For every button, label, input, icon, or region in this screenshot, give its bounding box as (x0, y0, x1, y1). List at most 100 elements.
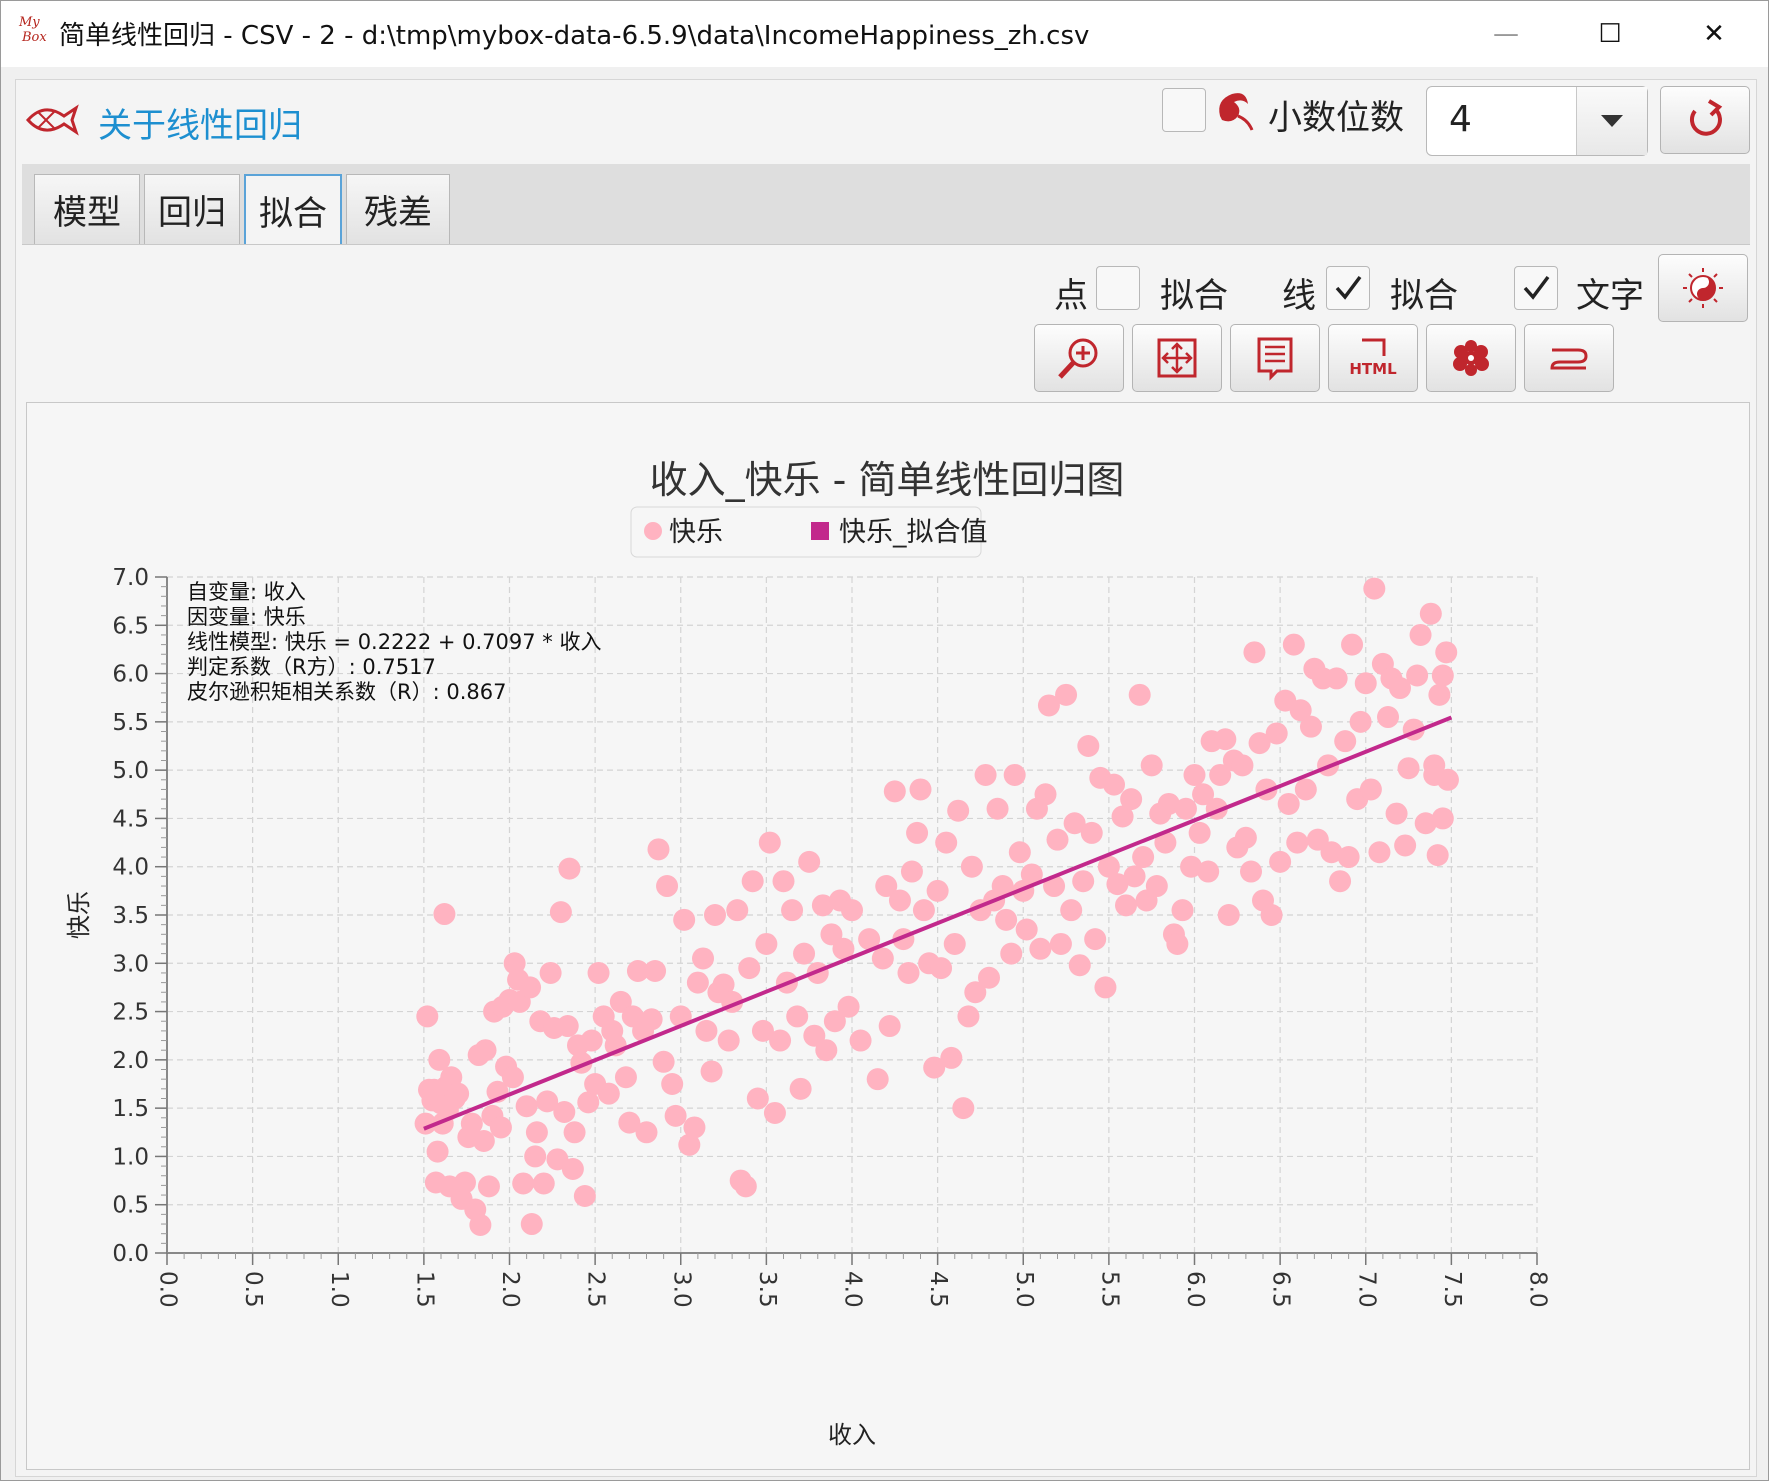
data-point[interactable] (940, 1046, 963, 1069)
data-point[interactable] (1128, 683, 1151, 706)
data-point[interactable] (700, 1060, 723, 1083)
data-point[interactable] (556, 1015, 579, 1038)
data-point[interactable] (875, 875, 898, 898)
peony-button[interactable] (1426, 324, 1516, 392)
data-point[interactable] (1029, 937, 1052, 960)
tab-fit[interactable]: 拟合 (244, 174, 342, 244)
data-point[interactable] (1072, 870, 1095, 893)
data-point[interactable] (640, 1008, 663, 1031)
data-point[interactable] (1171, 899, 1194, 922)
data-point[interactable] (512, 1172, 535, 1195)
data-point[interactable] (587, 961, 610, 984)
data-point[interactable] (1431, 807, 1454, 830)
data-point[interactable] (781, 899, 804, 922)
data-point[interactable] (815, 1039, 838, 1062)
data-point[interactable] (1120, 788, 1143, 811)
tab-regression[interactable]: 回归 (144, 174, 240, 244)
data-point[interactable] (1180, 855, 1203, 878)
data-point[interactable] (871, 947, 894, 970)
data-point[interactable] (1363, 577, 1386, 600)
data-point[interactable] (1049, 932, 1072, 955)
zoom-in-button[interactable] (1034, 324, 1124, 392)
data-point[interactable] (440, 1066, 463, 1089)
data-point[interactable] (906, 821, 929, 844)
data-point[interactable] (428, 1048, 451, 1071)
data-point[interactable] (978, 966, 1000, 989)
data-point[interactable] (1046, 828, 1069, 851)
data-point[interactable] (1008, 841, 1031, 864)
data-point[interactable] (1389, 677, 1411, 700)
data-point[interactable] (943, 932, 966, 955)
data-point[interactable] (1436, 768, 1459, 791)
data-point[interactable] (1123, 865, 1146, 888)
data-point[interactable] (866, 1068, 889, 1091)
data-point[interactable] (472, 1129, 495, 1152)
data-point[interactable] (883, 780, 906, 803)
data-point[interactable] (1385, 802, 1408, 825)
data-point[interactable] (656, 875, 679, 898)
data-point[interactable] (460, 1112, 483, 1135)
data-point[interactable] (746, 1087, 769, 1110)
data-point[interactable] (1426, 844, 1449, 867)
data-point[interactable] (553, 1101, 576, 1124)
data-point[interactable] (635, 1121, 658, 1144)
data-point[interactable] (793, 942, 816, 965)
data-point[interactable] (1080, 821, 1103, 844)
maximize-button[interactable]: ☐ (1581, 9, 1639, 59)
data-point[interactable] (577, 1091, 600, 1114)
data-point[interactable] (1423, 754, 1446, 777)
data-point[interactable] (786, 1005, 809, 1028)
data-point[interactable] (798, 850, 821, 873)
data-point[interactable] (618, 1111, 641, 1134)
data-point[interactable] (878, 1015, 901, 1038)
data-point[interactable] (416, 1005, 439, 1028)
data-point[interactable] (1166, 932, 1189, 955)
close-button[interactable]: ✕ (1685, 9, 1743, 59)
refresh-button[interactable] (1660, 86, 1750, 154)
data-point[interactable] (1060, 899, 1083, 922)
data-point[interactable] (1209, 763, 1232, 786)
data-point[interactable] (1269, 850, 1292, 873)
data-point[interactable] (433, 903, 456, 926)
data-point[interactable] (841, 899, 863, 922)
data-point[interactable] (1115, 894, 1137, 917)
data-point[interactable] (1103, 773, 1126, 796)
data-point[interactable] (524, 1145, 547, 1168)
data-point[interactable] (897, 961, 920, 984)
data-point[interactable] (1329, 870, 1352, 893)
data-point[interactable] (1077, 735, 1100, 757)
tab-residual[interactable]: 残差 (346, 174, 450, 244)
data-point[interactable] (520, 1213, 543, 1236)
data-point[interactable] (1240, 860, 1263, 883)
data-point[interactable] (758, 831, 781, 854)
data-point[interactable] (957, 1005, 980, 1028)
data-point[interactable] (626, 960, 649, 983)
data-point[interactable] (832, 937, 855, 960)
data-point[interactable] (1094, 976, 1117, 999)
data-point[interactable] (1111, 805, 1134, 828)
data-point[interactable] (823, 1010, 846, 1033)
data-point[interactable] (1248, 732, 1271, 755)
data-point[interactable] (563, 1121, 586, 1144)
text-checkbox[interactable] (1514, 266, 1558, 310)
data-point[interactable] (664, 1104, 687, 1127)
data-point[interactable] (995, 908, 1018, 931)
data-point[interactable] (712, 973, 735, 996)
data-point[interactable] (678, 1133, 701, 1156)
data-point[interactable] (1157, 792, 1180, 815)
data-point[interactable] (469, 1213, 492, 1236)
data-point[interactable] (692, 947, 715, 970)
data-point[interactable] (525, 1121, 548, 1144)
data-point[interactable] (1289, 699, 1312, 722)
decimal-select[interactable]: 4 (1426, 86, 1648, 156)
data-point[interactable] (789, 1077, 812, 1100)
data-point[interactable] (1037, 694, 1060, 717)
data-point[interactable] (930, 957, 953, 980)
data-point[interactable] (515, 1095, 538, 1118)
data-point[interactable] (1063, 812, 1086, 835)
data-point[interactable] (1003, 763, 1026, 786)
data-point[interactable] (858, 928, 881, 951)
data-point[interactable] (986, 797, 1009, 820)
data-point[interactable] (704, 904, 726, 926)
data-point[interactable] (1414, 812, 1437, 835)
